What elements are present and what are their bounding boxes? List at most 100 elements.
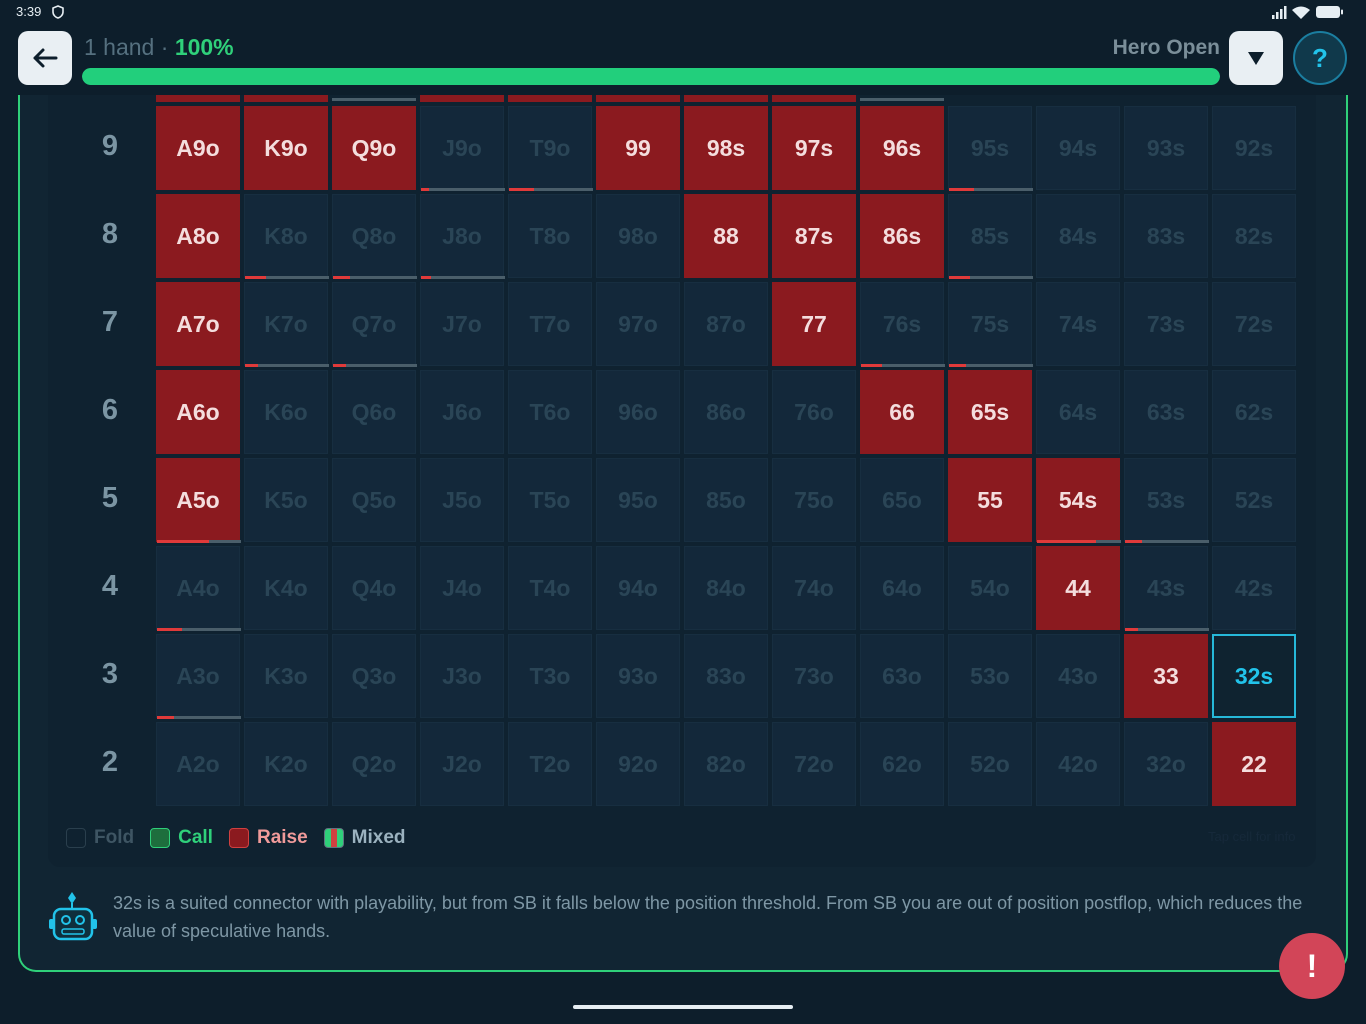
hand-cell[interactable]: T5o <box>508 458 592 542</box>
hand-cell[interactable]: T9o <box>508 106 593 191</box>
hand-cell[interactable]: 52s <box>1212 458 1296 542</box>
hand-cell[interactable]: Q7o <box>332 282 417 367</box>
report-button[interactable]: ! <box>1279 933 1345 999</box>
hand-cell[interactable]: T7o <box>508 282 592 366</box>
hand-cell[interactable]: K2o <box>244 722 328 806</box>
hand-cell[interactable]: A2o <box>156 722 240 806</box>
hand-cell[interactable]: 84s <box>1036 194 1120 278</box>
back-button[interactable] <box>18 31 72 85</box>
hand-cell[interactable]: K6o <box>244 370 328 454</box>
hand-cell[interactable]: 97s <box>772 106 856 190</box>
hand-cell[interactable]: 94o <box>596 546 680 630</box>
hand-cell[interactable]: 85s <box>948 194 1033 279</box>
hand-cell[interactable]: A5o <box>156 458 241 543</box>
hand-cell[interactable]: 43o <box>1036 634 1120 718</box>
hand-cell[interactable]: 66 <box>860 370 944 454</box>
hand-cell[interactable]: T4o <box>508 546 592 630</box>
hand-cell[interactable]: 73s <box>1124 282 1208 366</box>
hand-cell[interactable]: 85o <box>684 458 768 542</box>
hand-cell[interactable]: J8o <box>420 194 505 279</box>
hand-cell[interactable]: 88 <box>684 194 768 278</box>
hand-cell[interactable]: J2o <box>420 722 504 806</box>
hand-cell[interactable]: Q4o <box>332 546 416 630</box>
hand-cell[interactable]: 74s <box>1036 282 1120 366</box>
hand-cell[interactable]: J3o <box>420 634 504 718</box>
hand-cell[interactable]: 65s <box>948 370 1032 454</box>
hand-cell[interactable]: J9o <box>420 106 505 191</box>
hand-cell[interactable]: 84o <box>684 546 768 630</box>
hand-cell[interactable]: 82s <box>1212 194 1296 278</box>
hand-cell[interactable]: 65o <box>860 458 944 542</box>
hand-cell[interactable]: K8o <box>244 194 329 279</box>
hand-cell[interactable]: A9o <box>156 106 240 190</box>
hand-cell[interactable]: 63o <box>860 634 944 718</box>
hand-cell[interactable]: 52o <box>948 722 1032 806</box>
hand-cell[interactable]: Q5o <box>332 458 416 542</box>
hand-cell[interactable]: A4o <box>156 546 241 631</box>
hand-cell[interactable]: 93s <box>1124 106 1208 190</box>
mode-dropdown-button[interactable] <box>1229 31 1283 85</box>
hand-cell[interactable]: 95s <box>948 106 1033 191</box>
hand-cell[interactable]: A3o <box>156 634 241 719</box>
hand-cell[interactable]: 53o <box>948 634 1032 718</box>
hand-cell[interactable]: A8o <box>156 194 240 278</box>
hand-cell[interactable]: 77 <box>772 282 856 366</box>
hand-cell[interactable]: 32o <box>1124 722 1208 806</box>
hand-cell[interactable]: 53s <box>1124 458 1209 543</box>
hand-cell[interactable]: Q2o <box>332 722 416 806</box>
hand-cell[interactable]: T3o <box>508 634 592 718</box>
hand-cell[interactable]: 22 <box>1212 722 1296 806</box>
hand-cell[interactable]: 44 <box>1036 546 1120 630</box>
hand-cell[interactable]: 75s <box>948 282 1033 367</box>
hand-cell[interactable]: Q6o <box>332 370 416 454</box>
hand-cell[interactable]: 42o <box>1036 722 1120 806</box>
hand-cell[interactable]: 83s <box>1124 194 1208 278</box>
hand-cell[interactable]: 72s <box>1212 282 1296 366</box>
hand-cell[interactable]: 32s <box>1212 634 1296 718</box>
hand-cell[interactable]: Q8o <box>332 194 417 279</box>
hand-cell[interactable]: K7o <box>244 282 329 367</box>
hand-cell[interactable]: T2o <box>508 722 592 806</box>
hand-cell[interactable]: 62s <box>1212 370 1296 454</box>
hand-cell[interactable]: 54s <box>1036 458 1121 543</box>
hand-cell[interactable]: 87o <box>684 282 768 366</box>
hand-cell[interactable]: 43s <box>1124 546 1209 631</box>
hand-cell[interactable]: 64s <box>1036 370 1120 454</box>
hand-cell[interactable]: J5o <box>420 458 504 542</box>
hand-cell[interactable]: Q3o <box>332 634 416 718</box>
hand-cell[interactable]: K5o <box>244 458 328 542</box>
hand-cell[interactable]: 76o <box>772 370 856 454</box>
hand-cell[interactable]: 82o <box>684 722 768 806</box>
hand-cell[interactable]: 94s <box>1036 106 1120 190</box>
hand-cell[interactable]: 99 <box>596 106 680 190</box>
hand-cell[interactable]: A6o <box>156 370 240 454</box>
hand-cell[interactable]: J4o <box>420 546 504 630</box>
hand-cell[interactable]: 74o <box>772 546 856 630</box>
hand-cell[interactable]: 97o <box>596 282 680 366</box>
hand-cell[interactable]: K9o <box>244 106 328 190</box>
hand-cell[interactable]: 42s <box>1212 546 1296 630</box>
hand-cell[interactable]: 96s <box>860 106 944 190</box>
hand-cell[interactable]: 83o <box>684 634 768 718</box>
hand-cell[interactable]: 75o <box>772 458 856 542</box>
hand-cell[interactable]: 76s <box>860 282 945 367</box>
hand-cell[interactable]: 96o <box>596 370 680 454</box>
hand-cell[interactable]: 33 <box>1124 634 1208 718</box>
hand-cell[interactable]: 63s <box>1124 370 1208 454</box>
hand-cell[interactable]: 72o <box>772 722 856 806</box>
help-button[interactable]: ? <box>1293 31 1347 85</box>
hand-cell[interactable]: 54o <box>948 546 1032 630</box>
hand-cell[interactable]: 62o <box>860 722 944 806</box>
hand-cell[interactable]: J6o <box>420 370 504 454</box>
hand-cell[interactable]: 92s <box>1212 106 1296 190</box>
hand-cell[interactable]: 98s <box>684 106 768 190</box>
hand-cell[interactable]: 64o <box>860 546 944 630</box>
hand-cell[interactable]: T8o <box>508 194 592 278</box>
hand-cell[interactable]: K3o <box>244 634 328 718</box>
hand-cell[interactable]: 95o <box>596 458 680 542</box>
hand-cell[interactable]: 86s <box>860 194 944 278</box>
hand-cell[interactable]: 92o <box>596 722 680 806</box>
hand-cell[interactable]: T6o <box>508 370 592 454</box>
hand-cell[interactable]: 86o <box>684 370 768 454</box>
hand-cell[interactable]: 87s <box>772 194 856 278</box>
